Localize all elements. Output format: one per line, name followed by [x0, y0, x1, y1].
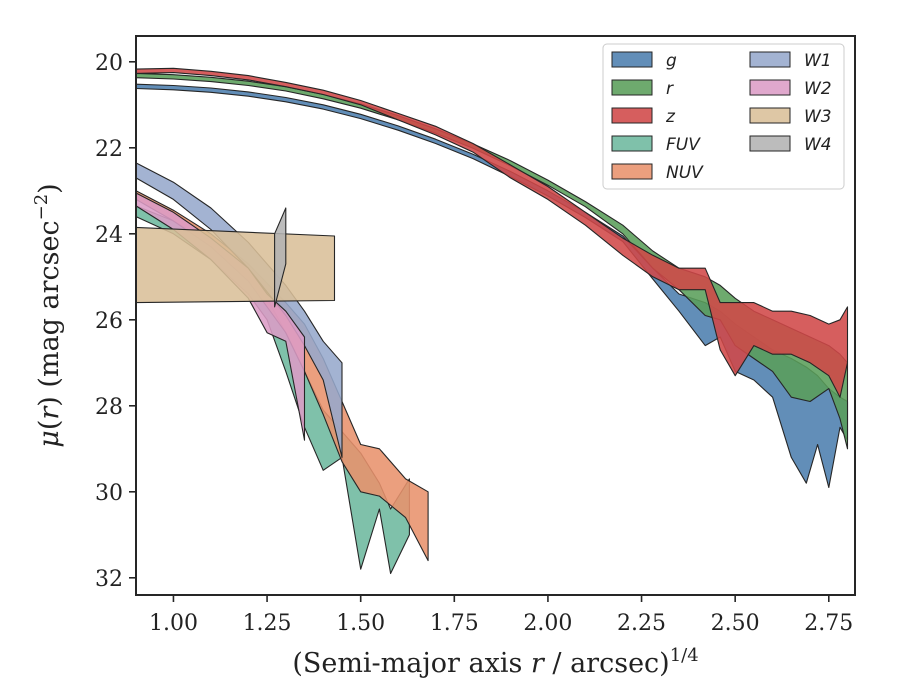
- band-z: [135, 67, 849, 398]
- legend-label-w2: W2: [804, 79, 832, 99]
- x-tick-label: 1.25: [243, 611, 292, 636]
- legend-swatch-w4: [749, 135, 791, 152]
- x-tick-label: 2.50: [711, 611, 760, 636]
- legend-label-z: z: [665, 107, 676, 127]
- legend-label-w4: W4: [804, 135, 832, 155]
- y-axis-ticks: 20 22 24 26 28 30 32: [95, 51, 136, 592]
- band-w4: [274, 207, 287, 308]
- legend-swatch-w2: [749, 79, 791, 96]
- y-tick-label: 28: [95, 395, 123, 420]
- legend-swatch-fuv: [611, 135, 653, 152]
- plot-frame: [135, 35, 856, 596]
- x-axis-label: (Semi-major axis r / arcsec)1/4: [292, 645, 698, 679]
- band-w1: [135, 162, 343, 458]
- legend-swatch-w3: [749, 107, 791, 124]
- y-tick-label: 22: [95, 137, 123, 162]
- legend: grz FUV NUV W1 W2 W3 W4: [602, 43, 845, 190]
- legend-label-w3: W3: [804, 107, 832, 127]
- legend-swatch-w1: [749, 51, 791, 68]
- x-tick-label: 1.50: [336, 611, 385, 636]
- y-tick-label: 30: [95, 481, 123, 506]
- legend-swatch-r: [611, 79, 653, 96]
- y-tick-label: 26: [95, 309, 123, 334]
- legend-label-w1: W1: [804, 51, 832, 71]
- y-tick-label: 20: [95, 51, 123, 76]
- y-tick-label: 32: [95, 567, 123, 592]
- legend-label-nuv: NUV: [666, 163, 704, 183]
- x-tick-label: 1.75: [430, 611, 479, 636]
- x-tick-label: 2.00: [523, 611, 572, 636]
- legend-label-g: g: [666, 51, 677, 71]
- legend-swatch-z: [611, 107, 653, 124]
- x-tick-label: 1.00: [149, 611, 198, 636]
- x-tick-label: 2.75: [804, 611, 853, 636]
- legend-label-fuv: FUV: [666, 135, 701, 155]
- legend-swatch-g: [611, 51, 653, 68]
- y-axis-label: μ(r) (mag arcsec−2): [31, 183, 65, 447]
- y-tick-label: 24: [95, 223, 123, 248]
- x-axis-ticks: 1.00 1.25 1.50 1.75 2.00 2.25 2.50 2.75: [149, 595, 853, 636]
- series-bands: [135, 67, 849, 575]
- legend-label-r: r: [666, 79, 674, 99]
- legend-swatch-nuv: [611, 163, 653, 180]
- x-tick-label: 2.25: [617, 611, 666, 636]
- band-w3: [135, 226, 336, 304]
